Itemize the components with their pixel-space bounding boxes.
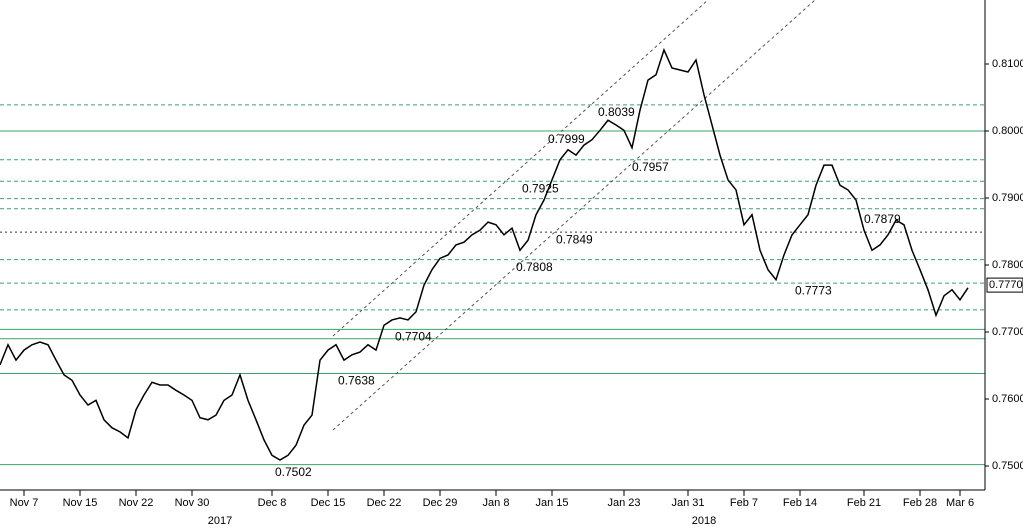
x-tick-label: Dec 15: [311, 497, 346, 509]
x-tick-label: Jan 15: [535, 497, 568, 509]
channel-lower: [332, 0, 816, 431]
x-tick-label: Feb 14: [783, 497, 817, 509]
y-tick-label: 0.7800: [992, 259, 1023, 271]
last-price-label: 0.7770: [989, 279, 1023, 291]
x-tick-label: Nov 15: [63, 497, 98, 509]
level-annotation: 0.7808: [516, 260, 553, 274]
x-tick-label: Feb 28: [903, 497, 937, 509]
x-tick-label: Mar 6: [946, 497, 974, 509]
x-tick-label: Feb 21: [847, 497, 881, 509]
x-tick-label: Feb 7: [730, 497, 758, 509]
x-tick-label: Dec 22: [367, 497, 402, 509]
x-tick-label: Dec 8: [258, 497, 287, 509]
level-annotation: 0.7773: [795, 283, 832, 297]
x-tick-label: Nov 22: [119, 497, 154, 509]
y-tick-label: 0.7600: [992, 393, 1023, 405]
year-label: 2018: [692, 515, 716, 527]
x-tick-label: Jan 23: [607, 497, 640, 509]
level-annotation: 0.7999: [548, 132, 585, 146]
level-annotation: 0.7704: [395, 330, 432, 344]
y-tick-label: 0.7900: [992, 192, 1023, 204]
y-tick-label: 0.7500: [992, 460, 1023, 472]
x-tick-label: Nov 30: [175, 497, 210, 509]
year-label: 2017: [208, 515, 232, 527]
level-annotation: 0.7957: [632, 160, 669, 174]
x-tick-label: Dec 29: [423, 497, 458, 509]
level-annotation: 0.7925: [522, 181, 559, 195]
levels: [0, 104, 985, 466]
y-tick-label: 0.8100: [992, 58, 1023, 70]
level-annotation: 0.7879: [864, 212, 901, 226]
level-annotation: 0.7638: [338, 374, 375, 388]
y-tick-label: 0.7700: [992, 326, 1023, 338]
y-tick-label: 0.8000: [992, 125, 1023, 137]
price-line: [0, 47, 969, 461]
level-annotation: 0.7502: [275, 465, 312, 479]
x-tick-label: Nov 7: [10, 497, 39, 509]
last-price-box: [986, 277, 1023, 293]
level-annotation: 0.7849: [556, 232, 593, 246]
level-annotation: 0.8039: [598, 105, 635, 119]
x-tick-label: Jan 31: [671, 497, 704, 509]
x-tick-label: Jan 8: [483, 497, 510, 509]
